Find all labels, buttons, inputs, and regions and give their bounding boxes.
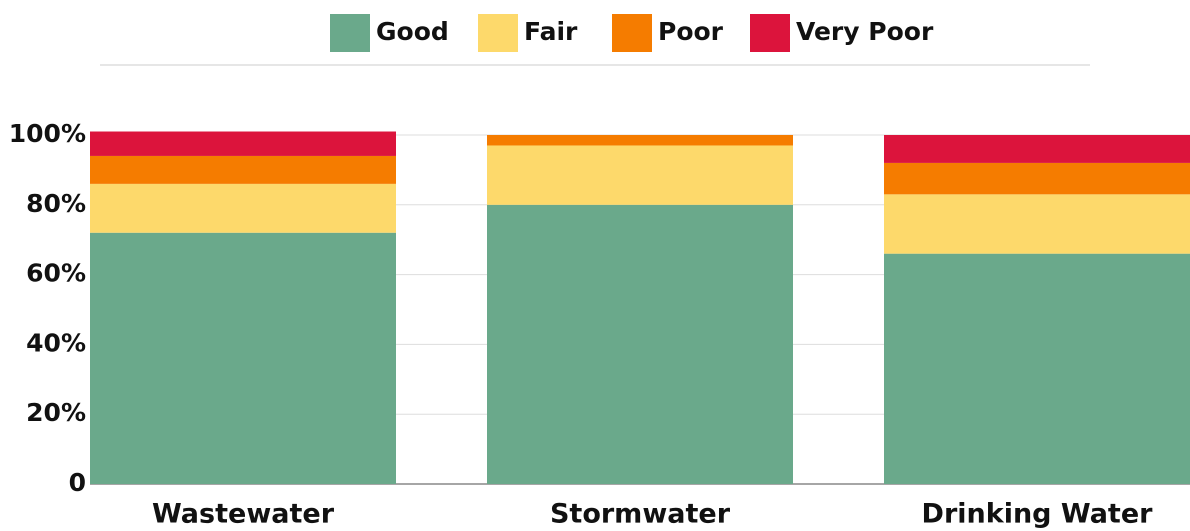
legend-label: Good	[376, 17, 449, 46]
bar-segment	[487, 145, 793, 205]
y-tick-label: 20%	[26, 398, 86, 427]
bar-segment	[884, 135, 1190, 163]
legend-swatch	[612, 14, 652, 52]
bar-segment	[487, 204, 793, 485]
bar-segment	[884, 253, 1190, 484]
x-tick-label: Stormwater	[550, 499, 731, 530]
bar-segment	[90, 232, 396, 484]
y-tick-label: 40%	[26, 328, 86, 357]
bar-segment	[884, 162, 1190, 195]
y-tick-label: 100%	[9, 119, 86, 148]
bar-segment	[487, 135, 793, 146]
legend-label: Very Poor	[796, 17, 934, 46]
y-tick-label: 80%	[26, 189, 86, 218]
legend-label: Poor	[658, 17, 724, 46]
x-tick-label: Wastewater	[152, 499, 335, 530]
bar-segment	[90, 155, 396, 184]
legend-label: Fair	[524, 17, 578, 46]
legend-swatch	[478, 14, 518, 52]
legend-swatch	[330, 14, 370, 52]
x-tick-label: Drinking Water	[922, 499, 1154, 530]
y-tick-label: 0	[69, 468, 86, 497]
bar-segment	[90, 131, 396, 156]
legend-swatch	[750, 14, 790, 52]
y-tick-label: 60%	[26, 259, 86, 288]
bar-segment	[90, 183, 396, 233]
bar-segment	[884, 194, 1190, 254]
